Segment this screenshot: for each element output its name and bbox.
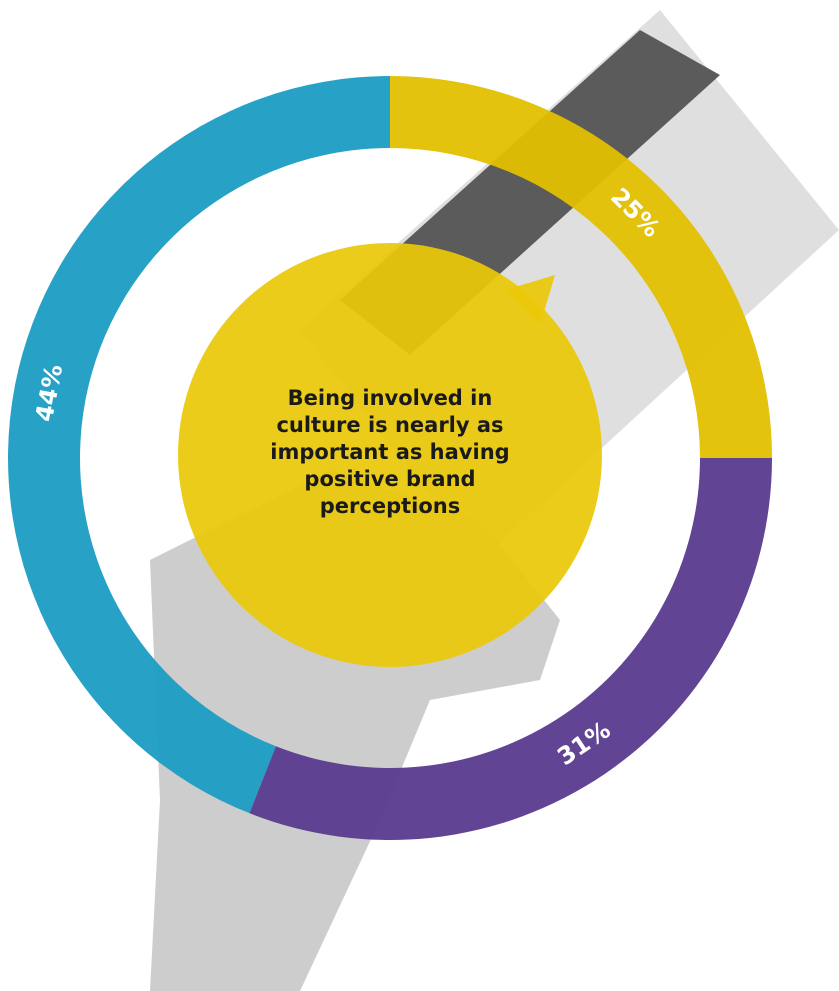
- donut-segment: [7, 76, 391, 814]
- donut-segment: [249, 458, 773, 840]
- callout-pointer: [505, 275, 555, 325]
- callout: [178, 243, 602, 667]
- annotation: Being involved in culture is nearly as i…: [270, 386, 510, 518]
- donut-segment: [390, 76, 772, 458]
- callout-circle: [178, 243, 602, 667]
- donut: [7, 76, 773, 840]
